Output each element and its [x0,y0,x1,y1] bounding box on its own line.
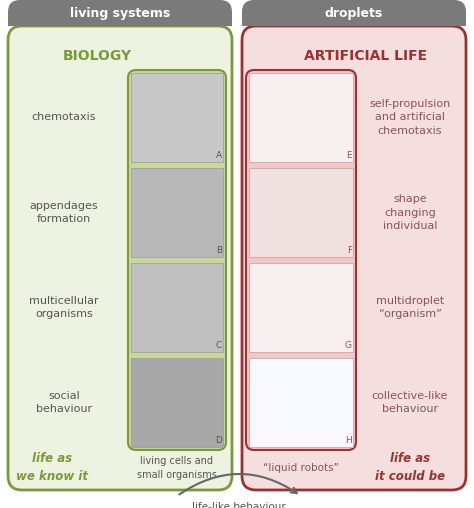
Text: droplets: droplets [325,7,383,19]
Text: living cells and
small organisms: living cells and small organisms [137,456,217,480]
FancyBboxPatch shape [242,0,466,26]
Text: F: F [347,246,352,255]
Bar [249,168,353,257]
Text: life as
we know it: life as we know it [16,453,88,484]
Text: D: D [215,436,222,445]
FancyBboxPatch shape [8,0,232,26]
Text: “liquid robots”: “liquid robots” [263,463,339,473]
Text: multidroplet
“organism”: multidroplet “organism” [376,296,444,319]
Text: life as
it could be: life as it could be [375,453,445,484]
Bar [242,13,466,26]
Text: appendages
formation: appendages formation [30,201,98,224]
Text: B: B [216,246,222,255]
Bar [249,358,353,447]
Text: collective-like
behaviour: collective-like behaviour [372,391,448,414]
Text: social
behaviour: social behaviour [36,391,92,414]
Text: E: E [346,151,352,160]
FancyBboxPatch shape [242,26,466,490]
Text: H: H [345,436,352,445]
Text: BIOLOGY: BIOLOGY [63,49,132,63]
Bar [8,13,232,26]
FancyBboxPatch shape [8,26,232,490]
Text: multicellular
organisms: multicellular organisms [29,296,99,319]
Bar [249,263,353,352]
Text: self-propulsion
and artificial
chemotaxis: self-propulsion and artificial chemotaxi… [369,99,451,136]
Bar [249,73,353,162]
Text: ARTIFICIAL LIFE: ARTIFICIAL LIFE [304,49,427,63]
FancyBboxPatch shape [128,70,226,450]
Text: G: G [345,341,352,350]
Text: living systems: living systems [70,7,170,19]
Text: life-like behaviour: life-like behaviour [192,502,286,508]
Text: A: A [216,151,222,160]
Bar [131,73,223,162]
Bar [131,358,223,447]
Bar [131,263,223,352]
Bar [131,168,223,257]
FancyBboxPatch shape [246,70,356,450]
Text: shape
changing
individual: shape changing individual [383,194,437,231]
Text: chemotaxis: chemotaxis [32,112,96,122]
Text: C: C [216,341,222,350]
